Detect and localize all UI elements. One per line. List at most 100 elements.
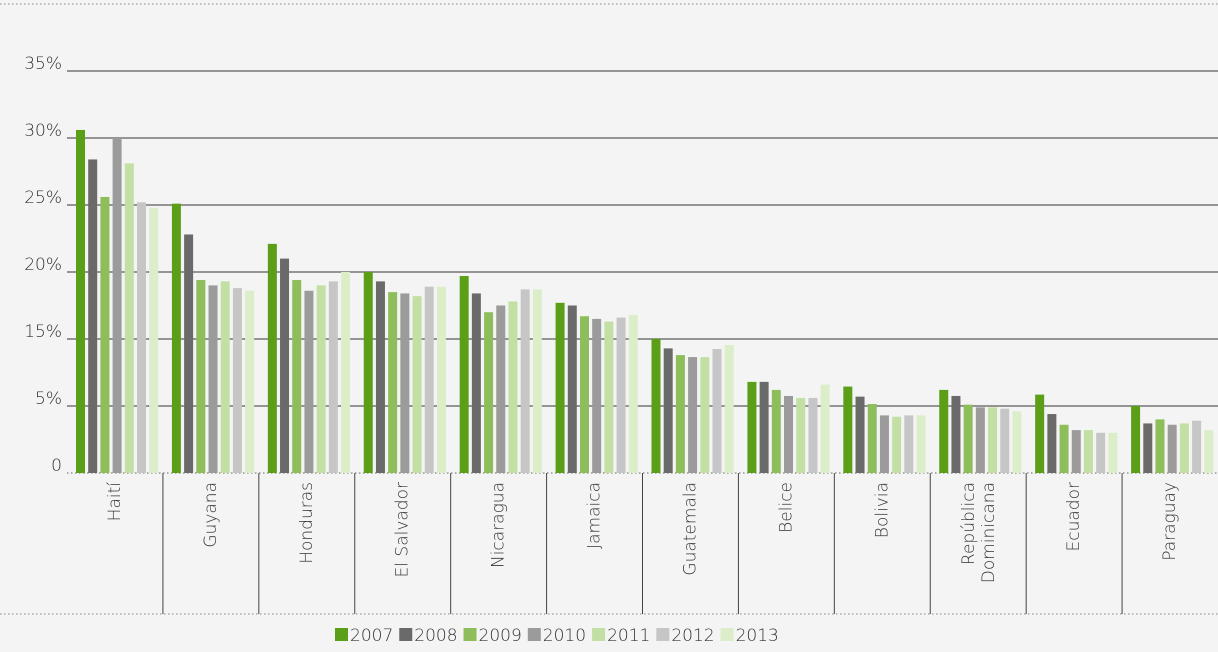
bar	[771, 389, 781, 473]
x-tick-label: El Salvador	[393, 482, 413, 577]
bar	[412, 296, 422, 473]
y-tick-label: 15%	[24, 322, 62, 342]
bar	[1155, 419, 1165, 473]
x-tick-label: Nicaragua	[489, 482, 509, 568]
bar	[939, 389, 949, 473]
y-tick-label: 30%	[24, 121, 62, 141]
bar	[232, 288, 242, 473]
bar	[112, 138, 122, 473]
x-tick-label: Haití	[105, 482, 125, 522]
bar	[951, 395, 961, 473]
bar	[1108, 432, 1118, 473]
bar	[747, 381, 757, 473]
bar	[375, 281, 385, 473]
bar	[363, 272, 373, 473]
bar	[1035, 394, 1045, 473]
bar	[196, 280, 206, 473]
legend-label: 2008	[414, 626, 457, 646]
bar	[688, 357, 698, 473]
legend-label: 2013	[736, 626, 779, 646]
legend-label: 2011	[607, 626, 650, 646]
bar	[904, 415, 914, 473]
bar	[1192, 420, 1202, 473]
bar	[712, 349, 722, 473]
bar	[975, 407, 985, 473]
bar	[220, 281, 230, 473]
bar	[171, 203, 181, 473]
bar	[892, 416, 902, 473]
bar	[820, 384, 830, 473]
bar	[796, 397, 806, 473]
bar	[867, 403, 877, 473]
y-tick-label: 25%	[24, 188, 62, 208]
bar	[208, 285, 218, 473]
bar	[592, 318, 602, 473]
bar	[1096, 432, 1106, 473]
y-tick-label: 0	[51, 456, 62, 476]
legend-label: 2010	[543, 626, 586, 646]
bar	[1083, 430, 1093, 473]
y-tick-label: 20%	[24, 255, 62, 275]
bar	[1047, 414, 1057, 473]
bar	[436, 286, 446, 473]
y-tick-label: 5%	[35, 389, 62, 409]
bar	[963, 404, 973, 473]
bar	[628, 314, 638, 473]
bar	[124, 163, 134, 473]
bar	[532, 289, 542, 473]
legend-swatch	[592, 628, 606, 641]
bar	[1167, 424, 1177, 473]
x-tick-label: Paraguay	[1160, 482, 1180, 561]
bar	[292, 280, 302, 473]
x-tick-label: Belice	[776, 482, 796, 533]
bar	[137, 202, 146, 473]
bar	[579, 316, 589, 473]
bar	[316, 285, 326, 473]
x-tick-label: Guatemala	[680, 482, 700, 576]
bar	[1143, 423, 1153, 473]
legend-label: 2009	[479, 626, 522, 646]
bar	[471, 293, 481, 473]
bar	[1179, 423, 1189, 473]
x-tick-label: Honduras	[297, 482, 317, 564]
legend-swatch	[335, 628, 348, 641]
bar	[88, 159, 98, 473]
bar	[675, 355, 685, 473]
bar	[604, 321, 614, 473]
bar	[424, 286, 434, 473]
x-tick-label: República Dominicana	[959, 482, 999, 589]
legend-swatch	[399, 628, 413, 641]
legend-swatch	[656, 628, 670, 641]
bar	[508, 301, 518, 473]
bar	[149, 207, 159, 473]
bar	[1204, 430, 1214, 473]
x-tick-label: Ecuador	[1064, 482, 1084, 551]
x-tick-label: Bolivia	[872, 482, 892, 538]
bar	[280, 258, 290, 473]
legend-label: 2012	[671, 626, 714, 646]
legend-swatch	[720, 628, 734, 641]
bar	[496, 305, 506, 473]
bar	[267, 243, 277, 473]
bar	[663, 348, 673, 473]
bar	[388, 292, 398, 473]
bar	[459, 276, 469, 473]
bar	[700, 357, 710, 473]
bar	[843, 386, 853, 473]
bar	[651, 339, 661, 473]
bar	[341, 272, 351, 473]
bar	[988, 407, 998, 473]
legend-label: 2007	[350, 626, 393, 646]
bar	[784, 395, 794, 473]
bar	[304, 290, 314, 473]
bar	[1000, 408, 1010, 473]
bar	[328, 281, 338, 473]
bar	[1012, 411, 1022, 473]
bar	[1059, 424, 1069, 473]
bar	[724, 345, 734, 473]
bar	[484, 312, 494, 473]
legend-swatch	[527, 628, 541, 641]
bar	[567, 305, 577, 473]
bar	[555, 302, 565, 473]
